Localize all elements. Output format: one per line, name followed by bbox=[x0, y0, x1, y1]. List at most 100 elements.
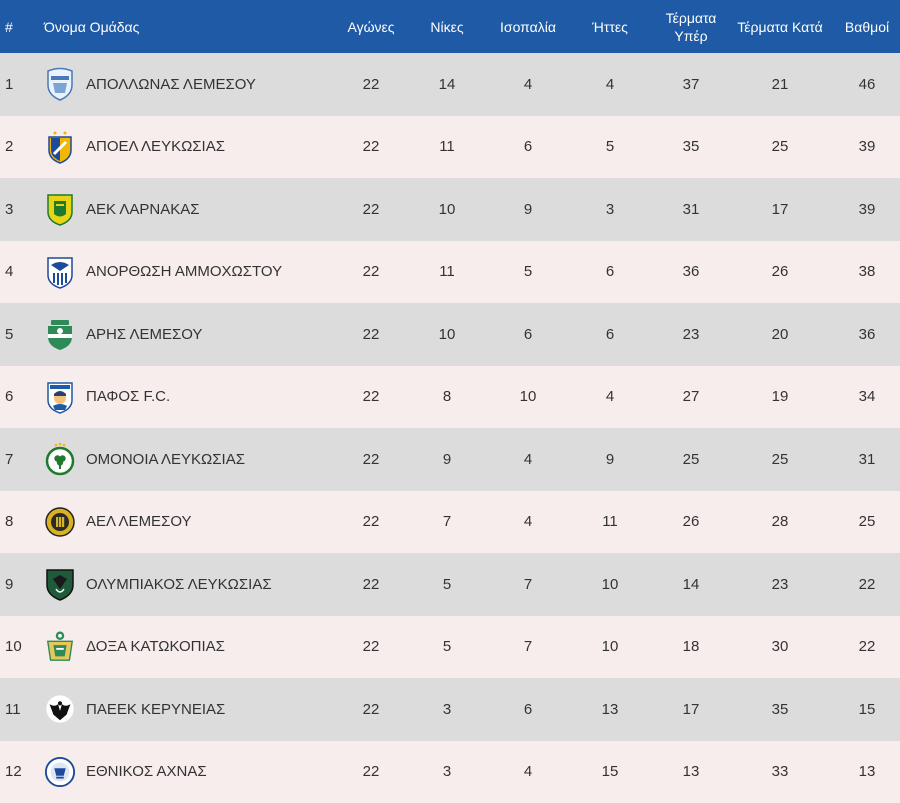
points-cell: 22 bbox=[834, 576, 900, 593]
header-points[interactable]: Βαθμοί bbox=[834, 18, 900, 36]
team-name[interactable]: ΠΑΕΕΚ ΚΕΡΥΝΕΙΑΣ bbox=[86, 701, 225, 718]
team-name[interactable]: ΟΛΥΜΠΙΑΚΟΣ ΛΕΥΚΩΣΙΑΣ bbox=[86, 576, 272, 593]
goals-for-cell: 27 bbox=[656, 388, 726, 405]
olympiakos-crest-icon bbox=[44, 566, 76, 602]
team-name[interactable]: ΕΘΝΙΚΟΣ ΑΧΝΑΣ bbox=[86, 763, 207, 780]
losses-cell: 3 bbox=[564, 201, 656, 218]
played-cell: 22 bbox=[340, 638, 402, 655]
wins-cell: 5 bbox=[402, 638, 492, 655]
header-losses[interactable]: Ήττες bbox=[564, 18, 656, 36]
losses-cell: 13 bbox=[564, 701, 656, 718]
rank-cell: 6 bbox=[0, 388, 37, 405]
rank-cell: 2 bbox=[0, 138, 37, 155]
team-name[interactable]: ΑΡΗΣ ΛΕΜΕΣΟΥ bbox=[86, 326, 202, 343]
rank-cell: 3 bbox=[0, 201, 37, 218]
goals-against-cell: 17 bbox=[726, 201, 834, 218]
goals-against-cell: 20 bbox=[726, 326, 834, 343]
team-name[interactable]: ΑΠΟΛΛΩΝΑΣ ΛΕΜΕΣΟΥ bbox=[86, 76, 256, 93]
header-goals-for[interactable]: Τέρματα Υπέρ bbox=[656, 9, 726, 45]
team-cell: ΠΑΦΟΣ F.C. bbox=[37, 379, 340, 415]
team-name[interactable]: ΑΝΟΡΘΩΣΗ ΑΜΜΟΧΩΣΤΟΥ bbox=[86, 263, 282, 280]
team-cell: ΟΜΟΝΟΙΑ ΛΕΥΚΩΣΙΑΣ bbox=[37, 441, 340, 477]
team-cell: ΟΛΥΜΠΙΑΚΟΣ ΛΕΥΚΩΣΙΑΣ bbox=[37, 566, 340, 602]
rank-cell: 8 bbox=[0, 513, 37, 530]
losses-cell: 4 bbox=[564, 388, 656, 405]
played-cell: 22 bbox=[340, 201, 402, 218]
rank-cell: 11 bbox=[0, 701, 37, 718]
header-draws[interactable]: Ισοπαλία bbox=[492, 18, 564, 36]
header-goals-against[interactable]: Τέρματα Κατά bbox=[726, 18, 834, 36]
points-cell: 22 bbox=[834, 638, 900, 655]
team-name[interactable]: ΑΕΛ ΛΕΜΕΣΟΥ bbox=[86, 513, 192, 530]
losses-cell: 4 bbox=[564, 76, 656, 93]
ael-crest-icon bbox=[44, 504, 76, 540]
played-cell: 22 bbox=[340, 763, 402, 780]
points-cell: 31 bbox=[834, 451, 900, 468]
played-cell: 22 bbox=[340, 76, 402, 93]
goals-for-cell: 35 bbox=[656, 138, 726, 155]
rank-cell: 12 bbox=[0, 763, 37, 780]
team-name[interactable]: ΟΜΟΝΟΙΑ ΛΕΥΚΩΣΙΑΣ bbox=[86, 451, 245, 468]
points-cell: 46 bbox=[834, 76, 900, 93]
draws-cell: 4 bbox=[492, 451, 564, 468]
goals-against-cell: 33 bbox=[726, 763, 834, 780]
wins-cell: 3 bbox=[402, 701, 492, 718]
draws-cell: 5 bbox=[492, 263, 564, 280]
header-team-name[interactable]: Όνομα Ομάδας bbox=[37, 19, 340, 35]
played-cell: 22 bbox=[340, 701, 402, 718]
goals-against-cell: 25 bbox=[726, 451, 834, 468]
draws-cell: 4 bbox=[492, 513, 564, 530]
team-cell: ΑΡΗΣ ΛΕΜΕΣΟΥ bbox=[37, 316, 340, 352]
points-cell: 39 bbox=[834, 138, 900, 155]
draws-cell: 10 bbox=[492, 388, 564, 405]
rank-cell: 9 bbox=[0, 576, 37, 593]
played-cell: 22 bbox=[340, 388, 402, 405]
wins-cell: 10 bbox=[402, 201, 492, 218]
goals-against-cell: 25 bbox=[726, 138, 834, 155]
losses-cell: 5 bbox=[564, 138, 656, 155]
draws-cell: 4 bbox=[492, 76, 564, 93]
team-cell: ΑΕΛ ΛΕΜΕΣΟΥ bbox=[37, 504, 340, 540]
played-cell: 22 bbox=[340, 263, 402, 280]
points-cell: 25 bbox=[834, 513, 900, 530]
points-cell: 13 bbox=[834, 763, 900, 780]
losses-cell: 9 bbox=[564, 451, 656, 468]
goals-for-cell: 25 bbox=[656, 451, 726, 468]
header-played[interactable]: Αγώνες bbox=[340, 18, 402, 36]
goals-against-cell: 28 bbox=[726, 513, 834, 530]
goals-against-cell: 26 bbox=[726, 263, 834, 280]
goals-against-cell: 35 bbox=[726, 701, 834, 718]
rank-cell: 10 bbox=[0, 638, 37, 655]
team-name[interactable]: ΑΠΟΕΛ ΛΕΥΚΩΣΙΑΣ bbox=[86, 138, 225, 155]
draws-cell: 9 bbox=[492, 201, 564, 218]
goals-against-cell: 23 bbox=[726, 576, 834, 593]
goals-for-cell: 17 bbox=[656, 701, 726, 718]
wins-cell: 8 bbox=[402, 388, 492, 405]
wins-cell: 10 bbox=[402, 326, 492, 343]
rank-cell: 7 bbox=[0, 451, 37, 468]
aris-crest-icon bbox=[44, 316, 76, 352]
team-name[interactable]: ΑΕΚ ΛΑΡΝΑΚΑΣ bbox=[86, 201, 200, 218]
team-name[interactable]: ΠΑΦΟΣ F.C. bbox=[86, 388, 170, 405]
wins-cell: 5 bbox=[402, 576, 492, 593]
team-cell: ΠΑΕΕΚ ΚΕΡΥΝΕΙΑΣ bbox=[37, 691, 340, 727]
header-wins[interactable]: Νίκες bbox=[402, 18, 492, 36]
losses-cell: 15 bbox=[564, 763, 656, 780]
draws-cell: 6 bbox=[492, 701, 564, 718]
header-rank: # bbox=[0, 19, 37, 35]
team-name[interactable]: ΔΟΞΑ ΚΑΤΩΚΟΠΙΑΣ bbox=[86, 638, 225, 655]
goals-for-cell: 14 bbox=[656, 576, 726, 593]
table-header: # Όνομα Ομάδας Αγώνες Νίκες Ισοπαλία Ήττ… bbox=[0, 0, 900, 53]
